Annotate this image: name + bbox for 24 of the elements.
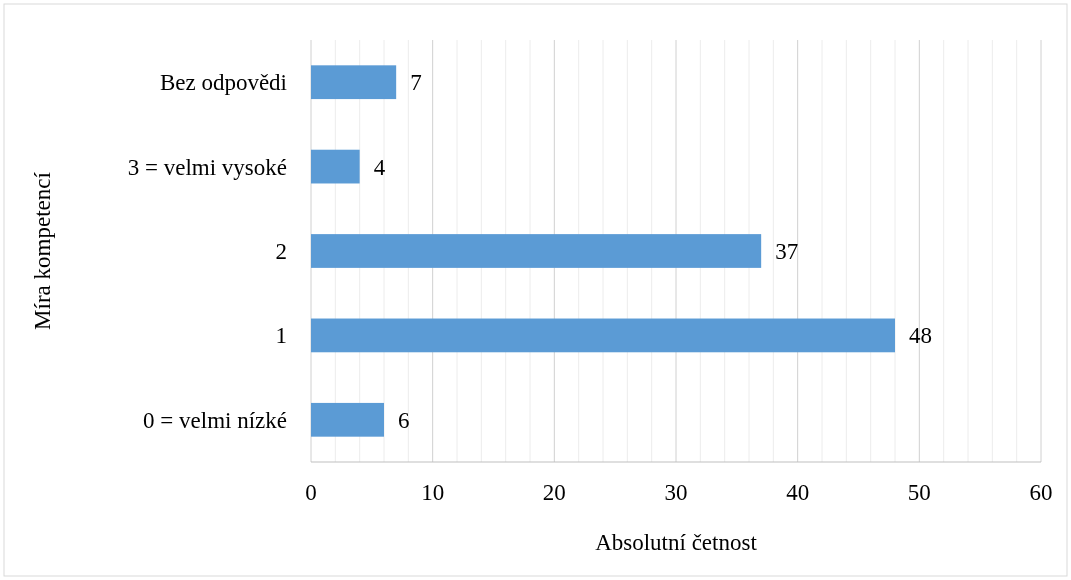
y-tick-label: 1: [275, 323, 287, 349]
data-label: 7: [410, 70, 422, 96]
y-tick-label: Bez odpovědi: [159, 70, 287, 96]
data-label: 48: [909, 323, 932, 349]
x-tick-label: 40: [786, 480, 810, 505]
y-axis-title: Míra kompetencí: [30, 171, 56, 330]
x-tick-label: 20: [542, 480, 566, 505]
data-label: 37: [775, 239, 799, 265]
x-tick-label: 50: [907, 480, 931, 505]
y-tick-label: 0 = velmi nízké: [143, 407, 287, 433]
bar: [311, 318, 895, 353]
x-tick-label: 10: [421, 480, 445, 505]
y-tick-label: 3 = velmi vysoké: [127, 154, 287, 180]
x-axis-title: Absolutní četnost: [595, 530, 758, 555]
x-tick-label: 30: [664, 480, 688, 505]
bar: [311, 402, 384, 437]
bar: [311, 65, 397, 100]
data-label: 4: [373, 154, 386, 180]
y-tick-label: 2: [275, 239, 287, 265]
x-tick-label: 0: [305, 480, 317, 505]
data-label: 6: [398, 407, 410, 433]
bar: [311, 149, 360, 184]
x-tick-label: 60: [1029, 480, 1053, 505]
bar: [311, 234, 762, 268]
